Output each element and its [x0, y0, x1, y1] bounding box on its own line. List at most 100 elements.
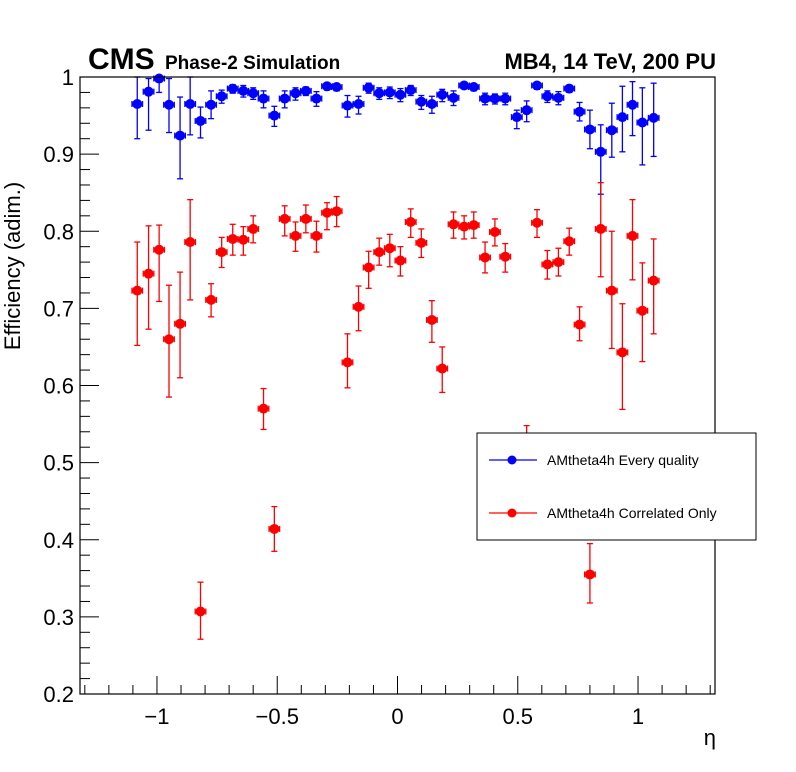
- data-marker: [606, 125, 617, 136]
- data-marker: [353, 98, 364, 109]
- data-point: [362, 82, 375, 94]
- data-point: [194, 106, 207, 139]
- x-tick-label: 0: [391, 704, 403, 729]
- data-marker: [395, 89, 406, 100]
- data-marker: [448, 219, 459, 230]
- data-point: [278, 205, 291, 237]
- data-point: [626, 198, 639, 281]
- data-point: [247, 87, 260, 101]
- y-tick-label: 0.7: [43, 296, 74, 321]
- data-marker: [132, 98, 143, 109]
- data-marker: [258, 403, 269, 414]
- data-marker: [216, 247, 227, 258]
- data-marker: [564, 236, 575, 247]
- data-marker: [322, 207, 333, 218]
- data-point: [479, 92, 491, 106]
- data-point: [289, 221, 302, 252]
- data-point: [552, 91, 565, 106]
- data-point: [394, 246, 407, 277]
- data-marker: [248, 223, 259, 234]
- data-marker: [595, 146, 606, 157]
- data-marker: [238, 85, 249, 96]
- data-marker: [405, 216, 416, 227]
- data-point: [415, 94, 428, 111]
- data-point: [541, 249, 554, 280]
- legend-label-correlated-only: AMtheta4h Correlated Only: [547, 505, 717, 521]
- data-point: [226, 223, 239, 256]
- y-tick-label: 1: [62, 65, 74, 90]
- data-marker: [374, 88, 385, 99]
- data-marker: [238, 234, 249, 245]
- data-marker: [437, 363, 448, 374]
- data-point: [436, 88, 449, 103]
- data-point: [594, 182, 607, 278]
- data-point: [184, 76, 197, 136]
- data-point: [479, 241, 491, 274]
- data-marker: [468, 220, 479, 231]
- y-tick-label: 0.8: [43, 219, 74, 244]
- data-marker: [143, 268, 154, 279]
- data-point: [458, 215, 471, 240]
- data-point: [404, 208, 417, 239]
- data-point: [278, 90, 291, 109]
- data-marker: [617, 347, 628, 358]
- data-marker: [384, 243, 395, 254]
- data-point: [394, 87, 407, 103]
- data-point: [467, 82, 480, 93]
- data-marker: [416, 237, 427, 248]
- legend-box: [476, 432, 757, 541]
- data-point: [174, 271, 187, 379]
- data-point: [321, 202, 333, 231]
- data-marker: [437, 89, 448, 100]
- data-point: [520, 100, 533, 123]
- data-marker: [542, 259, 553, 270]
- data-point: [373, 237, 386, 266]
- data-marker: [363, 82, 374, 93]
- data-marker: [290, 88, 301, 99]
- data-point: [552, 247, 565, 277]
- data-point: [215, 236, 228, 269]
- axes-layer: 0.2 0.3 0.4 0.5 0.6 0.7 0.8 0.9 1 −1 −0.5 0 0.5 1: [43, 65, 711, 729]
- data-point: [205, 283, 218, 318]
- data-point: [153, 224, 166, 303]
- x-tick-label: −1: [144, 704, 169, 729]
- data-point: [563, 83, 576, 94]
- data-marker: [627, 230, 638, 241]
- data-marker: [584, 124, 595, 135]
- data-marker: [532, 217, 543, 228]
- series-every-quality: [131, 73, 660, 195]
- data-marker: [459, 80, 470, 91]
- data-point: [194, 581, 207, 640]
- data-marker: [216, 91, 227, 102]
- legend-label-every-quality: AMtheta4h Every quality: [547, 452, 699, 468]
- data-marker: [248, 88, 259, 99]
- data-marker: [342, 100, 353, 111]
- y-tick-label: 0.2: [43, 682, 74, 707]
- data-point: [153, 73, 166, 94]
- y-tick-label: 0.9: [43, 142, 74, 167]
- data-point: [257, 90, 270, 109]
- data-marker: [627, 99, 638, 110]
- data-marker: [331, 206, 342, 217]
- data-marker: [553, 257, 564, 268]
- data-point: [499, 92, 512, 106]
- data-point: [573, 306, 586, 342]
- data-marker: [564, 83, 575, 94]
- data-point: [289, 87, 302, 101]
- data-marker: [258, 93, 269, 104]
- data-point: [467, 211, 480, 239]
- data-marker: [648, 275, 659, 286]
- data-marker: [227, 83, 238, 94]
- data-marker: [290, 230, 301, 241]
- data-marker: [374, 247, 385, 258]
- data-marker: [637, 117, 648, 128]
- data-marker: [163, 99, 174, 110]
- data-marker: [489, 227, 500, 238]
- y-tick-label: 0.6: [43, 374, 74, 399]
- data-point: [174, 96, 187, 180]
- data-marker: [468, 82, 479, 93]
- data-marker: [154, 73, 165, 84]
- data-marker: [416, 96, 427, 107]
- data-point: [142, 225, 155, 330]
- data-marker: [163, 334, 174, 345]
